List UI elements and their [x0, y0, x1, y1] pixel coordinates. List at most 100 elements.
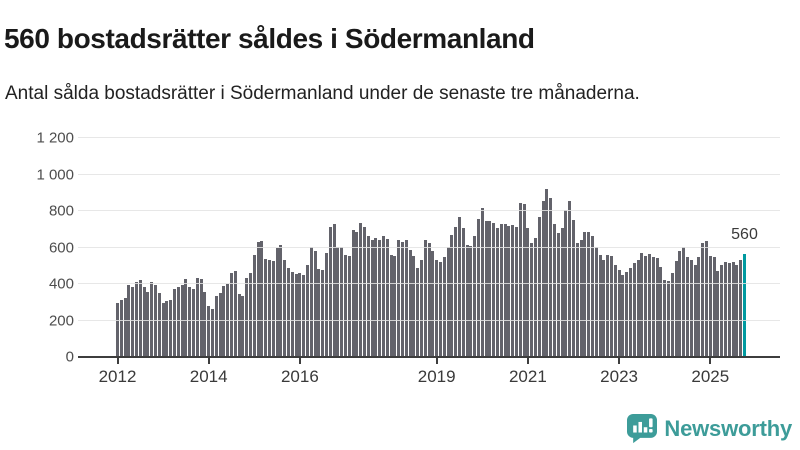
bar [142, 286, 146, 356]
bar [534, 237, 537, 356]
bar [249, 272, 252, 356]
bar [442, 256, 446, 356]
bar [488, 220, 492, 356]
bar [176, 286, 180, 356]
x-axis-tick-label: 2016 [280, 367, 319, 386]
bar [325, 252, 328, 356]
bar [503, 224, 507, 356]
bar [385, 239, 389, 356]
bar-series [116, 137, 776, 356]
bar [477, 219, 480, 356]
bar [674, 261, 678, 356]
highlight-bar [743, 253, 746, 356]
bar [138, 280, 142, 356]
y-gridline [78, 283, 780, 284]
bar [363, 226, 366, 356]
bar [336, 247, 340, 356]
bar [613, 264, 617, 356]
bar [165, 301, 169, 356]
bar [450, 234, 454, 356]
bar [587, 231, 591, 356]
bar [465, 244, 469, 356]
page-title: 560 bostadsrätter såldes i Södermanland [4, 22, 535, 54]
bar [264, 259, 268, 356]
bar [431, 250, 435, 356]
bar [416, 268, 420, 356]
bar [344, 254, 347, 356]
bar [412, 255, 416, 356]
bar [720, 264, 724, 356]
bar [655, 258, 659, 356]
bar [522, 203, 526, 356]
bar [382, 236, 385, 356]
bar [651, 256, 655, 356]
bar [583, 231, 587, 356]
bar [659, 267, 663, 356]
bar [511, 224, 515, 356]
bar [731, 262, 735, 356]
bar [287, 268, 290, 356]
bar [568, 201, 572, 356]
bar [195, 277, 199, 356]
bar [591, 235, 594, 356]
bar [572, 220, 575, 356]
bar [355, 231, 359, 356]
bar [496, 228, 499, 356]
bar [389, 254, 393, 356]
bar [192, 289, 195, 356]
bar [427, 243, 431, 356]
bar [131, 286, 135, 356]
bar [693, 264, 697, 356]
bar [454, 226, 458, 356]
bar [670, 272, 674, 356]
x-axis-tick-label: 2019 [417, 367, 456, 386]
x-axis-tick-label: 2025 [691, 367, 730, 386]
bar [678, 251, 682, 356]
bar [279, 244, 283, 356]
x-axis-tick-label: 2021 [508, 367, 547, 386]
bar [321, 269, 325, 356]
newsworthy-logo[interactable]: Newsworthy [627, 414, 792, 444]
bar [298, 272, 302, 356]
bar [237, 293, 241, 356]
bar [515, 226, 518, 356]
bar [378, 239, 382, 356]
bar [716, 271, 720, 356]
bar [545, 189, 549, 356]
bar-chart: 0 200 400 600 800 1 000 1 200 2012 2014 2016 2019 2… [36, 130, 780, 386]
bar [648, 254, 651, 356]
bar [556, 233, 560, 356]
bar [268, 259, 271, 356]
y-axis-tick-label: 400 [48, 275, 74, 293]
bar [222, 286, 226, 356]
bar [682, 247, 686, 356]
bar [461, 227, 465, 356]
y-gridline [78, 246, 780, 248]
bar [161, 303, 165, 356]
x-axis-tick-mark [435, 358, 438, 364]
bar [241, 296, 245, 356]
bar [233, 271, 237, 356]
bar [332, 224, 336, 356]
bar [579, 239, 583, 356]
bar [598, 254, 602, 356]
bar [317, 269, 321, 356]
bar [644, 255, 648, 356]
bar [480, 208, 484, 356]
bar [739, 259, 743, 356]
bar [150, 282, 154, 356]
y-axis-tick-label: 1 200 [36, 129, 74, 147]
bar [640, 253, 644, 356]
bar [116, 303, 119, 356]
bar [271, 261, 275, 356]
bar [420, 259, 423, 356]
bar [435, 259, 439, 356]
bar [393, 255, 397, 356]
chart-subtitle: Antal sålda bostadsrätter i Södermanland… [5, 83, 640, 104]
bar [575, 243, 579, 356]
bar [207, 306, 211, 356]
x-axis-tick-mark [116, 358, 119, 364]
bar [169, 300, 173, 356]
bar [283, 259, 287, 356]
